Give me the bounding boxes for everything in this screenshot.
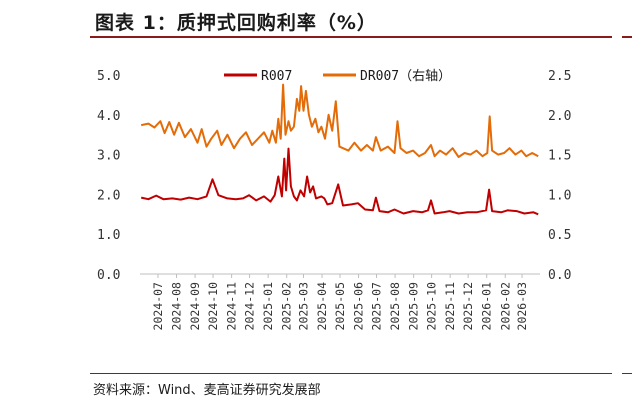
source-note: 资料来源：Wind、麦高证券研究发展部: [93, 383, 321, 398]
right-axis-tick-label: 1.0: [548, 188, 571, 203]
x-axis-tick-label: 2025-04: [315, 282, 329, 331]
left-axis-tick-label: 1.0: [97, 228, 120, 243]
left-axis-tick-label: 0.0: [97, 268, 120, 283]
right-axis-tick-label: 0.5: [548, 228, 571, 243]
right-axis-tick-label: 2.0: [548, 109, 571, 124]
series-line-dr007: [140, 83, 539, 158]
x-axis-tick-label: 2024-09: [188, 282, 202, 331]
x-axis-tick-label: 2024-08: [170, 282, 184, 331]
x-axis-tick-label: 2026-02: [498, 282, 512, 330]
x-axis-tick-label: 2024-11: [225, 282, 239, 331]
figure-title: 图表 1：质押式回购利率（%）: [95, 12, 377, 34]
footer-rule: [90, 373, 612, 374]
title-rule: [90, 36, 612, 38]
x-axis-tick-label: 2025-08: [388, 282, 402, 331]
x-axis-tick-label: 2025-01: [261, 282, 275, 331]
x-axis-tick-label: 2026-01: [480, 282, 494, 331]
x-axis-tick-label: 2024-12: [243, 282, 257, 330]
left-axis-tick-label: 3.0: [97, 149, 120, 164]
x-axis-tick-label: 2025-12: [461, 282, 475, 330]
x-axis-tick-label: 2025-07: [370, 282, 384, 331]
edge-dash-bottom: [622, 373, 632, 374]
x-axis-tick-label: 2025-06: [352, 282, 366, 331]
x-axis-tick-label: 2024-07: [151, 282, 165, 331]
right-axis-tick-label: 2.5: [548, 69, 571, 84]
x-axis-tick-label: 2025-03: [296, 282, 310, 331]
right-axis-tick-label: 1.5: [548, 149, 571, 164]
x-axis-tick-label: 2025-05: [333, 282, 347, 330]
legend-label: R007: [261, 69, 292, 84]
x-axis-tick-label: 2026-03: [515, 282, 529, 331]
edge-dash-top: [622, 36, 632, 38]
x-axis-tick-label: 2025-10: [425, 282, 439, 331]
right-axis-tick-label: 0.0: [548, 268, 571, 283]
x-axis-tick-label: 2025-09: [407, 282, 421, 331]
x-axis-tick-label: 2024-10: [206, 282, 220, 331]
series-line-r007: [140, 147, 539, 216]
legend-label: DR007（右轴）: [360, 69, 451, 84]
x-axis-tick-label: 2025-11: [443, 282, 457, 331]
left-axis-tick-label: 5.0: [97, 69, 120, 84]
left-axis-tick-label: 4.0: [97, 109, 120, 124]
left-axis-tick-label: 2.0: [97, 188, 120, 203]
x-axis-tick-label: 2025-02: [280, 282, 294, 330]
